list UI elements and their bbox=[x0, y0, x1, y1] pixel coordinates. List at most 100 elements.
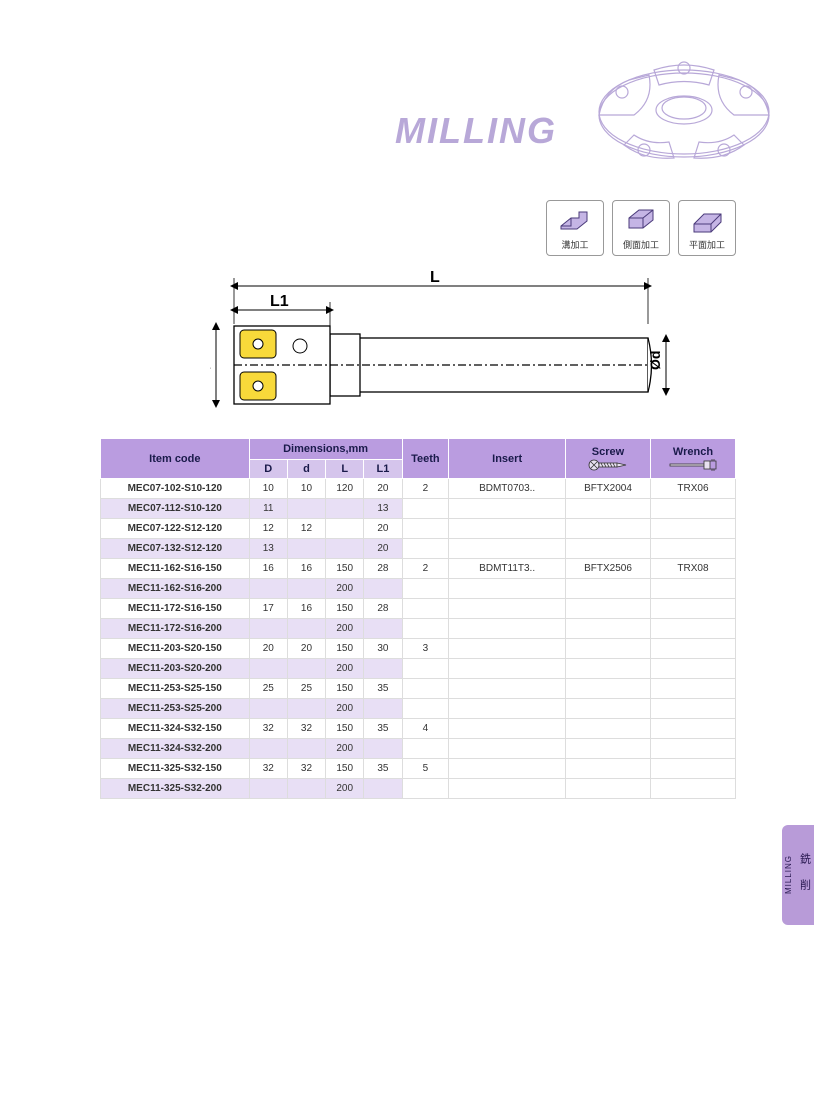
cell bbox=[364, 699, 402, 719]
cell bbox=[287, 539, 325, 559]
cell bbox=[449, 659, 566, 679]
cell: 150 bbox=[326, 759, 364, 779]
cell bbox=[326, 499, 364, 519]
cell-item-code: MEC11-203-S20-150 bbox=[101, 639, 250, 659]
th-teeth: Teeth bbox=[402, 439, 449, 479]
cell bbox=[566, 539, 651, 559]
cell bbox=[249, 779, 287, 799]
cell: 150 bbox=[326, 679, 364, 699]
cell bbox=[449, 579, 566, 599]
cell: 150 bbox=[326, 599, 364, 619]
cell bbox=[650, 719, 735, 739]
dim-phiD: ØD bbox=[210, 349, 213, 370]
process-icon-face: 平面加工 bbox=[678, 200, 736, 256]
cell: 20 bbox=[364, 479, 402, 499]
cell bbox=[566, 739, 651, 759]
cell bbox=[650, 779, 735, 799]
spec-table: Item code Dimensions,mm Teeth Insert Scr… bbox=[100, 438, 736, 799]
cell: 10 bbox=[249, 479, 287, 499]
cell: BFTX2004 bbox=[566, 479, 651, 499]
cell: 200 bbox=[326, 619, 364, 639]
cell bbox=[402, 699, 449, 719]
cell bbox=[249, 699, 287, 719]
th-item-code: Item code bbox=[101, 439, 250, 479]
cell bbox=[287, 699, 325, 719]
cell-item-code: MEC07-122-S12-120 bbox=[101, 519, 250, 539]
cell bbox=[364, 579, 402, 599]
th-insert: Insert bbox=[449, 439, 566, 479]
cell bbox=[650, 599, 735, 619]
cell: 200 bbox=[326, 699, 364, 719]
cell bbox=[650, 499, 735, 519]
th-d: d bbox=[287, 460, 325, 479]
cell: 35 bbox=[364, 719, 402, 739]
cell: 32 bbox=[249, 719, 287, 739]
cell bbox=[566, 639, 651, 659]
cell: 32 bbox=[287, 719, 325, 739]
cell bbox=[449, 499, 566, 519]
process-icon-slot: 溝加工 bbox=[546, 200, 604, 256]
table-row: MEC11-325-S32-1503232150355 bbox=[101, 759, 736, 779]
table-row: MEC07-112-S10-1201113 bbox=[101, 499, 736, 519]
table-row: MEC07-132-S12-1201320 bbox=[101, 539, 736, 559]
cell: 2 bbox=[402, 559, 449, 579]
cell: 200 bbox=[326, 659, 364, 679]
cell: 13 bbox=[249, 539, 287, 559]
cell bbox=[287, 579, 325, 599]
table-row: MEC11-172-S16-150171615028 bbox=[101, 599, 736, 619]
cell bbox=[364, 619, 402, 639]
cell: 200 bbox=[326, 779, 364, 799]
table-row: MEC07-102-S10-1201010120202BDMT0703..BFT… bbox=[101, 479, 736, 499]
cell bbox=[449, 779, 566, 799]
cell bbox=[449, 699, 566, 719]
cell bbox=[249, 579, 287, 599]
cell bbox=[287, 619, 325, 639]
cell: 150 bbox=[326, 639, 364, 659]
cell bbox=[449, 539, 566, 559]
table-row: MEC11-162-S16-200200 bbox=[101, 579, 736, 599]
cell: 11 bbox=[249, 499, 287, 519]
cell bbox=[566, 779, 651, 799]
cell bbox=[402, 499, 449, 519]
cell bbox=[449, 599, 566, 619]
cell-item-code: MEC11-203-S20-200 bbox=[101, 659, 250, 679]
cell: 25 bbox=[249, 679, 287, 699]
cell bbox=[249, 659, 287, 679]
cell bbox=[249, 739, 287, 759]
cell bbox=[566, 579, 651, 599]
cell bbox=[650, 659, 735, 679]
table-row: MEC11-203-S20-1502020150303 bbox=[101, 639, 736, 659]
cell: 150 bbox=[326, 719, 364, 739]
cell bbox=[566, 599, 651, 619]
cell bbox=[650, 739, 735, 759]
cell bbox=[449, 739, 566, 759]
th-L: L bbox=[326, 460, 364, 479]
cell bbox=[566, 499, 651, 519]
cell bbox=[402, 539, 449, 559]
cell bbox=[566, 719, 651, 739]
cell-item-code: MEC07-102-S10-120 bbox=[101, 479, 250, 499]
cell-item-code: MEC11-162-S16-200 bbox=[101, 579, 250, 599]
cell: 25 bbox=[287, 679, 325, 699]
cell bbox=[449, 719, 566, 739]
cell: 28 bbox=[364, 559, 402, 579]
side-tab: MILLING 銑 削 bbox=[782, 825, 814, 925]
page-title: MILLING bbox=[395, 110, 557, 152]
cell bbox=[402, 659, 449, 679]
cell-item-code: MEC11-324-S32-200 bbox=[101, 739, 250, 759]
table-row: MEC11-253-S25-150252515035 bbox=[101, 679, 736, 699]
table-row: MEC11-172-S16-200200 bbox=[101, 619, 736, 639]
th-L1: L1 bbox=[364, 460, 402, 479]
cell-item-code: MEC11-324-S32-150 bbox=[101, 719, 250, 739]
cell bbox=[449, 519, 566, 539]
cell bbox=[449, 619, 566, 639]
cell: 12 bbox=[287, 519, 325, 539]
th-D: D bbox=[249, 460, 287, 479]
cell bbox=[650, 639, 735, 659]
cell: 150 bbox=[326, 559, 364, 579]
table-row: MEC07-122-S12-120121220 bbox=[101, 519, 736, 539]
cell: 120 bbox=[326, 479, 364, 499]
process-icon-side: 側面加工 bbox=[612, 200, 670, 256]
cell bbox=[326, 539, 364, 559]
cell bbox=[364, 659, 402, 679]
